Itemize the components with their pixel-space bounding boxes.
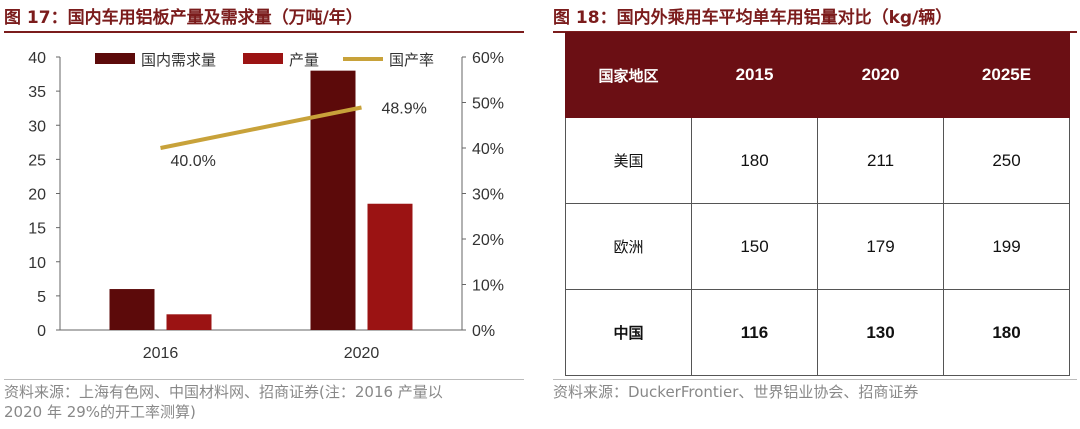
cell-value: 199 xyxy=(943,203,1070,290)
legend-label: 国内需求量 xyxy=(141,51,216,69)
chart-source-line1: 资料来源：上海有色网、中国材料网、招商证券(注：2016 产量以 xyxy=(4,383,443,401)
y-tick-label: 10 xyxy=(28,255,46,272)
cell-region: 中国 xyxy=(565,289,692,376)
bar-production xyxy=(166,314,212,330)
cell-region: 美国 xyxy=(565,117,692,204)
y2-tick-label: 30% xyxy=(472,187,504,204)
y2-tick-label: 20% xyxy=(472,232,504,249)
y2-tick-label: 60% xyxy=(472,50,504,67)
header-region: 国家地区 xyxy=(565,32,692,118)
y-tick-label: 25 xyxy=(28,152,46,169)
y2-tick-label: 50% xyxy=(472,96,504,113)
table-row: 美国 180 211 250 xyxy=(565,117,1070,204)
cell-value: 150 xyxy=(691,203,818,290)
table-row: 欧洲 150 179 199 xyxy=(565,203,1070,290)
y-tick-label: 30 xyxy=(28,118,46,135)
legend-label: 国产率 xyxy=(389,51,434,69)
legend-label: 产量 xyxy=(289,51,319,69)
x-tick-label: 2020 xyxy=(344,345,380,362)
y2-tick-label: 40% xyxy=(472,141,504,158)
cell-region: 欧洲 xyxy=(565,203,692,290)
cell-value: 179 xyxy=(817,203,944,290)
bar-line-chart: 0 5 10 15 20 25 30 35 40 0% 10% 20% 30% 40% 50% 60% 2016… xyxy=(28,50,504,362)
title-rule xyxy=(4,31,524,33)
header-2025e: 2025E xyxy=(943,32,1070,118)
aluminum-usage-table: 国家地区 2015 2020 2025E 美国 180 211 250 欧洲 1… xyxy=(565,32,1070,376)
table-row: 中国 116 130 180 xyxy=(565,289,1070,376)
header-2015: 2015 xyxy=(691,32,818,118)
data-label: 40.0% xyxy=(171,153,216,170)
bar-demand xyxy=(109,289,155,330)
cell-value: 116 xyxy=(691,289,818,376)
cell-value: 250 xyxy=(943,117,1070,204)
y-tick-label: 0 xyxy=(37,323,46,340)
source-rule xyxy=(4,379,524,380)
bar-production xyxy=(367,203,413,330)
source-rule xyxy=(553,379,1077,380)
line-domestic-rate xyxy=(160,105,362,150)
y-tick-label: 5 xyxy=(37,289,46,306)
header-2020: 2020 xyxy=(817,32,944,118)
y-tick-label: 35 xyxy=(28,84,46,101)
x-tick-label: 2016 xyxy=(143,345,179,362)
cell-value: 130 xyxy=(817,289,944,376)
table-title: 图 18：国内外乘用车平均单车用铝量对比（kg/辆） xyxy=(553,8,953,28)
legend-swatch xyxy=(243,53,283,64)
chart-source-line2: 2020 年 29%的开工率测算) xyxy=(4,403,196,421)
y2-tick-label: 0% xyxy=(472,323,495,340)
legend-swatch xyxy=(95,53,135,64)
y-tick-label: 20 xyxy=(28,187,46,204)
data-label: 48.9% xyxy=(382,101,427,118)
y-tick-label: 40 xyxy=(28,50,46,67)
y-tick-label: 15 xyxy=(28,221,46,238)
table-header-row: 国家地区 2015 2020 2025E xyxy=(565,32,1070,118)
table-source: 资料来源：DuckerFrontier、世界铝业协会、招商证券 xyxy=(553,383,919,401)
cell-value: 211 xyxy=(817,117,944,204)
cell-value: 180 xyxy=(943,289,1070,376)
y2-tick-label: 10% xyxy=(472,278,504,295)
chart-title: 图 17：国内车用铝板产量及需求量（万吨/年） xyxy=(4,8,363,28)
cell-value: 180 xyxy=(691,117,818,204)
